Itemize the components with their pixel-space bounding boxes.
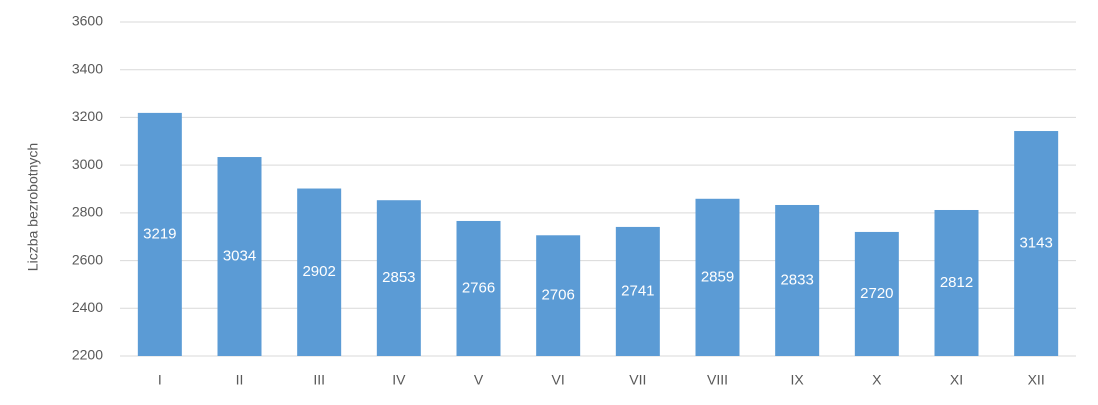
x-tick-label: XII — [1028, 372, 1045, 388]
bar — [695, 198, 740, 356]
value-label: 3034 — [223, 247, 256, 264]
value-label: 2859 — [701, 268, 734, 285]
x-tick-label: IV — [392, 372, 406, 388]
value-label: 2902 — [302, 263, 335, 280]
bar — [615, 226, 660, 356]
y-tick-label: 3000 — [72, 156, 103, 172]
x-tick-label: V — [474, 372, 484, 388]
bar — [775, 204, 820, 356]
y-tick-label: 2800 — [72, 204, 103, 220]
bar — [137, 112, 182, 356]
x-tick-label: VIII — [707, 372, 728, 388]
y-axis-label: Liczba bezrobotnych — [25, 143, 41, 271]
x-tick-label: VI — [552, 372, 565, 388]
x-tick-label: II — [236, 372, 244, 388]
value-label: 3143 — [1019, 234, 1052, 251]
y-tick-label: 2400 — [72, 299, 103, 315]
y-tick-label: 3200 — [72, 108, 103, 124]
value-label: 3219 — [143, 225, 176, 242]
bar — [854, 231, 899, 356]
y-tick-label: 2600 — [72, 251, 103, 267]
x-tick-label: IX — [791, 372, 805, 388]
y-tick-label: 3600 — [72, 13, 103, 29]
x-tick-label: VII — [629, 372, 646, 388]
x-tick-label: I — [158, 372, 162, 388]
y-tick-label: 3400 — [72, 60, 103, 76]
value-label: 2766 — [462, 279, 495, 296]
value-label: 2741 — [621, 282, 654, 299]
bar — [934, 209, 979, 356]
x-tick-label: XI — [950, 372, 963, 388]
x-tick-label: X — [872, 372, 882, 388]
bar — [376, 200, 421, 356]
x-tick-label: III — [313, 372, 325, 388]
bar — [456, 220, 501, 356]
bar — [1014, 131, 1059, 356]
bar — [297, 188, 342, 356]
value-label: 2706 — [541, 287, 574, 304]
y-tick-label: 2200 — [72, 347, 103, 363]
value-label: 2720 — [860, 285, 893, 302]
bar — [536, 235, 581, 356]
value-label: 2812 — [940, 274, 973, 291]
bar — [217, 157, 262, 356]
value-label: 2853 — [382, 269, 415, 286]
value-label: 2833 — [780, 271, 813, 288]
